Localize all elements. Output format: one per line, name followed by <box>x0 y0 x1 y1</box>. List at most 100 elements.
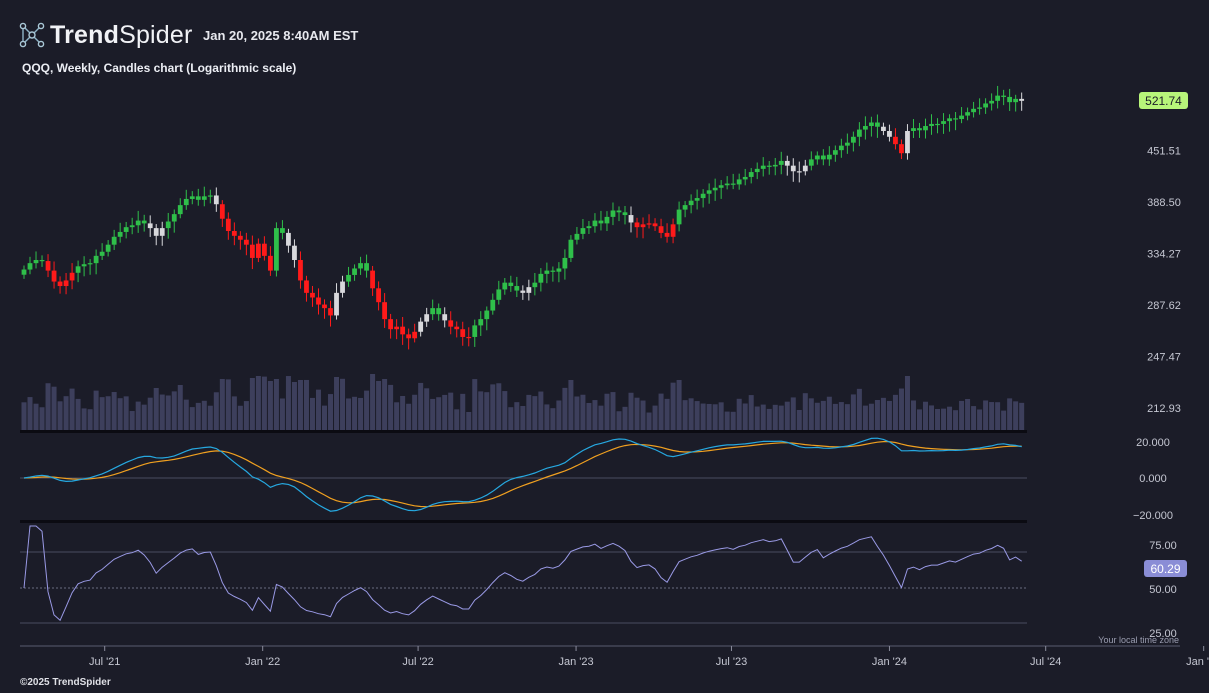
candle-body <box>129 225 135 228</box>
volume-bar <box>694 401 700 430</box>
candle-body <box>33 260 39 264</box>
candle-body <box>790 165 796 172</box>
brand-logo[interactable]: TrendSpider <box>18 20 193 50</box>
candle-body <box>105 244 111 252</box>
rsi-value-badge <box>1144 560 1187 577</box>
volume-bar <box>712 404 718 430</box>
brand-name-bold: Trend <box>50 20 120 49</box>
volume-bar <box>255 376 261 430</box>
candle-body <box>27 263 33 270</box>
candle-body <box>538 273 544 283</box>
volume-bar <box>700 403 706 430</box>
candle-body <box>472 325 478 337</box>
volume-bar <box>484 392 490 430</box>
price-tick-label: 451.51 <box>1147 146 1181 158</box>
candle-body <box>712 187 718 191</box>
candle-body <box>159 228 165 236</box>
candle-body <box>682 205 688 210</box>
candle-body <box>310 292 315 298</box>
candle-body <box>724 183 730 186</box>
volume-bar <box>959 400 965 430</box>
candle-body <box>93 255 99 264</box>
candle-body <box>478 319 484 326</box>
candle-body <box>231 230 237 236</box>
candle-body <box>346 274 351 282</box>
volume-bar <box>309 397 315 430</box>
volume-bar <box>370 374 376 430</box>
candle-body <box>358 263 363 269</box>
volume-bar <box>941 408 947 430</box>
volume-bar <box>478 391 484 430</box>
last-price-badge <box>1139 92 1188 110</box>
candle-body <box>141 220 147 224</box>
rsi-tick-label: 50.00 <box>1149 584 1177 596</box>
volume-bar <box>436 397 442 430</box>
candle-body <box>706 190 712 194</box>
candle-body <box>526 287 532 293</box>
candle-body <box>436 308 442 315</box>
candle-body <box>784 160 790 166</box>
candle-body <box>826 154 832 160</box>
candle-body <box>652 223 658 227</box>
candle-body <box>225 218 231 231</box>
volume-bar <box>303 379 309 430</box>
candle-body <box>893 136 898 145</box>
volume-bar <box>291 382 297 430</box>
candle-body <box>676 209 682 225</box>
volume-bar <box>249 378 255 430</box>
volume-bar <box>285 376 291 430</box>
candle-body <box>875 122 880 127</box>
candle-body <box>304 280 309 293</box>
volume-bar <box>153 388 159 430</box>
candle-body <box>147 223 153 229</box>
candle-body <box>929 123 934 127</box>
volume-bar <box>45 383 51 430</box>
volume-bar <box>923 401 928 430</box>
rsi-value-label: 60.29 <box>1150 562 1180 576</box>
volume-bar <box>129 411 135 430</box>
candle-body <box>670 224 676 237</box>
volume-bar <box>51 386 57 430</box>
volume-bar <box>93 390 99 430</box>
candle-body <box>352 268 357 275</box>
volume-bar <box>105 396 111 430</box>
candle-body <box>887 131 892 137</box>
volume-bar <box>39 407 45 430</box>
volume-bar <box>916 409 922 430</box>
volume-bar <box>724 411 730 430</box>
volume-bar <box>442 394 448 430</box>
candle-body <box>881 126 886 132</box>
candle-body <box>165 221 171 229</box>
candle-body <box>634 222 640 228</box>
volume-bar <box>965 399 971 430</box>
volume-bar <box>159 394 165 430</box>
volume-bar <box>610 392 616 430</box>
price-tick-label: 247.47 <box>1147 352 1181 364</box>
candle-body <box>640 224 646 228</box>
candle-body <box>598 220 604 224</box>
candle-body <box>604 216 610 224</box>
volume-bar <box>586 403 592 430</box>
volume-bar <box>243 401 249 430</box>
volume-bar <box>201 400 207 430</box>
volume-bar <box>772 404 778 430</box>
candle-body <box>508 282 514 287</box>
volume-bar <box>622 406 628 430</box>
candle-body <box>334 292 339 316</box>
volume-bar <box>892 394 898 430</box>
volume-bar <box>454 409 460 430</box>
volume-bar <box>718 402 724 430</box>
candle-body <box>832 150 838 155</box>
price-tick-label: 287.62 <box>1147 300 1181 312</box>
volume-bar <box>502 391 508 430</box>
last-price-label: 521.74 <box>1145 94 1182 108</box>
volume-bar <box>424 388 430 430</box>
volume-bar <box>598 405 604 430</box>
spider-network-icon <box>19 22 45 48</box>
volume-bar <box>418 382 424 430</box>
volume-bar <box>652 405 658 430</box>
volume-bar <box>802 393 808 430</box>
volume-bar <box>99 397 105 430</box>
panel-divider <box>20 430 1027 433</box>
